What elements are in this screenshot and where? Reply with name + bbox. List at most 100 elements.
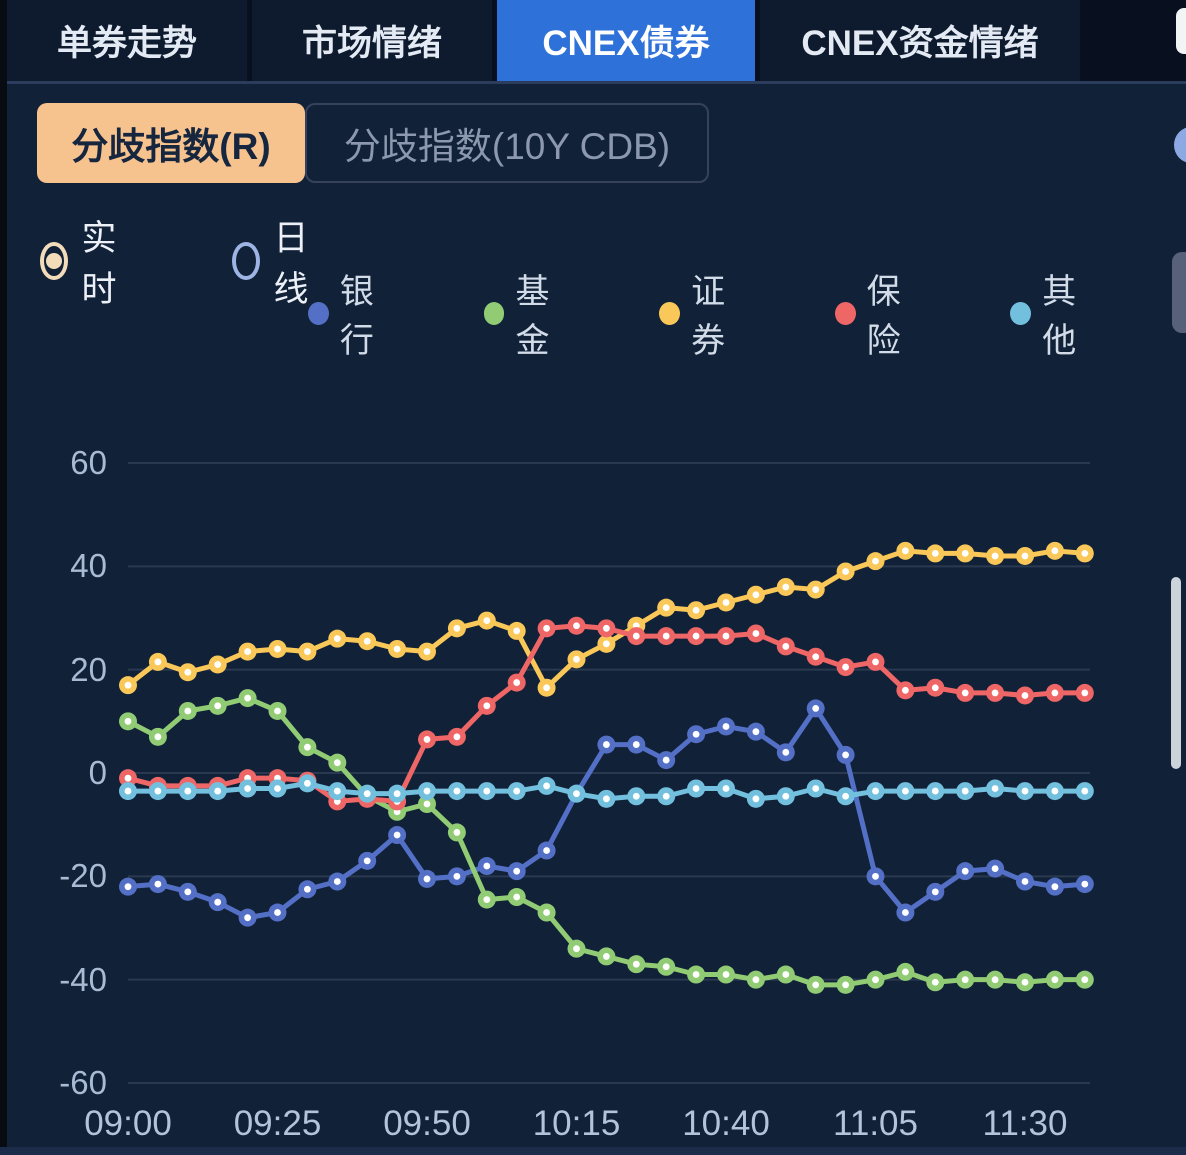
data-point-center <box>603 741 610 748</box>
data-point-center <box>872 872 879 880</box>
legend-item-2[interactable]: 基金 <box>483 264 578 362</box>
data-point-center <box>154 880 162 888</box>
data-point-center <box>842 792 849 800</box>
data-point-center <box>872 658 879 666</box>
data-point-center <box>214 898 222 906</box>
data-point-center <box>812 653 820 661</box>
data-point-center <box>453 787 461 795</box>
help-bubble-partial[interactable] <box>1174 127 1186 163</box>
y-tick-label: -40 <box>59 960 107 998</box>
legend-item-1[interactable]: 银行 <box>308 264 402 362</box>
radio-option-2[interactable]: 日线 <box>232 210 319 312</box>
data-point-center <box>124 774 132 782</box>
y-tick-label: -20 <box>59 857 107 895</box>
data-point-center <box>423 648 431 655</box>
side-panel-button-partial[interactable] <box>1172 252 1186 333</box>
x-tick-label: 10:15 <box>532 1104 621 1143</box>
scrollbar-thumb[interactable] <box>1171 577 1181 769</box>
floating-widget-partial[interactable] <box>1176 8 1186 54</box>
data-point-center <box>1021 878 1029 885</box>
data-point-center <box>573 655 580 663</box>
data-point-center <box>752 630 760 637</box>
data-point-center <box>333 878 341 885</box>
data-point-center <box>543 624 550 632</box>
tab-1[interactable]: 单券走势 <box>7 0 247 81</box>
data-point-center <box>333 787 341 795</box>
data-point-center <box>842 663 849 671</box>
tab-bar-divider <box>0 81 1186 84</box>
data-point-center <box>662 632 670 640</box>
legend-item-4[interactable]: 保险 <box>834 264 929 362</box>
toggle-option-2[interactable]: 分歧指数(10Y CDB) <box>305 103 709 183</box>
radio-option-1[interactable]: 实时 <box>40 210 127 312</box>
data-point-center <box>692 785 700 792</box>
data-point-center <box>184 707 192 715</box>
data-point-center <box>931 978 939 986</box>
data-point-center <box>453 733 461 741</box>
data-point-center <box>543 782 550 790</box>
data-point-center <box>184 888 192 896</box>
legend-item-5[interactable]: 其他 <box>1010 264 1104 362</box>
data-point-center <box>752 976 760 984</box>
data-point-center <box>752 795 760 803</box>
data-point-center <box>722 599 730 606</box>
bottom-bar-edge <box>0 1147 1186 1155</box>
data-point-center <box>931 550 939 557</box>
data-point-center <box>662 963 670 971</box>
legend-label: 其他 <box>1042 273 1077 360</box>
data-point-center <box>333 635 341 643</box>
data-point-center <box>573 622 580 630</box>
data-point-center <box>872 557 879 565</box>
data-point-center <box>453 872 461 880</box>
data-point-center <box>423 875 431 883</box>
data-point-center <box>722 723 730 730</box>
toggle-option-1[interactable]: 分歧指数(R) <box>37 103 305 183</box>
data-point-center <box>304 743 311 751</box>
x-tick-label: 11:05 <box>833 1104 918 1143</box>
data-point-center <box>1021 787 1029 795</box>
data-point-center <box>1081 787 1089 795</box>
radio-circle-icon <box>40 242 68 280</box>
data-point-center <box>782 971 790 978</box>
data-point-center <box>782 643 790 650</box>
chart-legend: 银行 基金 证券 保险 其他 <box>308 273 1186 360</box>
data-point-center <box>393 790 401 798</box>
data-point-center <box>154 787 162 795</box>
y-tick-label: 40 <box>70 547 107 585</box>
data-point-center <box>244 694 252 702</box>
legend-item-3[interactable]: 证券 <box>659 264 753 362</box>
data-point-center <box>632 632 640 640</box>
index-toggle-group: 分歧指数(R) 分歧指数(10Y CDB) <box>37 103 709 183</box>
data-point-center <box>812 705 820 712</box>
data-point-center <box>662 604 670 612</box>
x-tick-label: 10:40 <box>682 1104 770 1143</box>
data-point-center <box>1051 787 1059 795</box>
data-point-center <box>274 645 281 653</box>
data-point-center <box>902 909 909 916</box>
data-point-center <box>244 914 252 922</box>
tab-3[interactable]: CNEX债券 <box>497 0 755 81</box>
data-point-center <box>393 831 401 839</box>
data-point-center <box>991 785 999 792</box>
data-point-center <box>124 883 132 891</box>
data-point-center <box>692 971 700 978</box>
data-point-center <box>961 867 969 875</box>
data-point-center <box>902 787 909 795</box>
tab-4[interactable]: CNEX资金情绪 <box>760 0 1080 81</box>
data-point-center <box>692 730 700 738</box>
data-point-center <box>513 627 521 635</box>
data-point-center <box>1021 978 1029 986</box>
data-point-center <box>363 790 371 798</box>
data-point-center <box>513 679 521 686</box>
data-point-center <box>154 733 162 741</box>
tab-2[interactable]: 市场情绪 <box>252 0 492 81</box>
data-point-center <box>1081 880 1089 888</box>
data-point-center <box>782 583 790 591</box>
data-point-center <box>692 632 700 640</box>
data-point-center <box>124 717 132 725</box>
y-tick-label: -60 <box>59 1064 107 1102</box>
data-point-center <box>1081 689 1089 697</box>
data-point-center <box>453 829 461 836</box>
data-point-center <box>543 684 550 692</box>
